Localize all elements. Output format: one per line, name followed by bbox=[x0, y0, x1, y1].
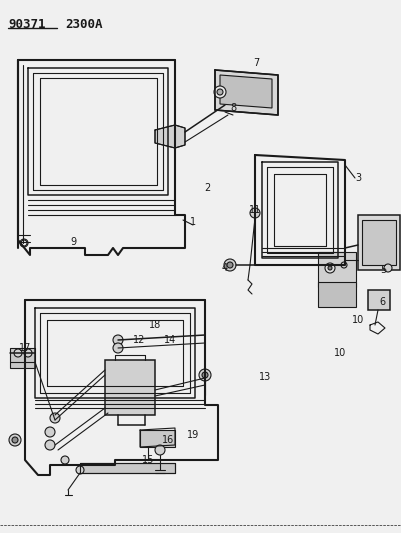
Ellipse shape bbox=[14, 349, 22, 357]
Text: 3: 3 bbox=[354, 173, 360, 183]
Text: 5: 5 bbox=[379, 265, 385, 275]
Text: 8: 8 bbox=[229, 103, 235, 113]
Ellipse shape bbox=[76, 466, 84, 474]
Bar bbox=[357, 215, 399, 270]
Bar bbox=[140, 430, 174, 447]
Text: 11: 11 bbox=[248, 205, 261, 215]
Text: 19: 19 bbox=[186, 430, 198, 440]
Text: 10: 10 bbox=[351, 315, 363, 325]
Polygon shape bbox=[215, 70, 277, 115]
Text: 4: 4 bbox=[221, 263, 227, 273]
Ellipse shape bbox=[213, 86, 225, 98]
Ellipse shape bbox=[327, 266, 331, 270]
Ellipse shape bbox=[324, 263, 334, 273]
Text: 10: 10 bbox=[333, 348, 345, 358]
Ellipse shape bbox=[113, 335, 123, 345]
Ellipse shape bbox=[201, 372, 207, 378]
Ellipse shape bbox=[155, 445, 164, 455]
Ellipse shape bbox=[9, 434, 21, 446]
Ellipse shape bbox=[24, 349, 32, 357]
Bar bbox=[361, 220, 395, 265]
Ellipse shape bbox=[340, 262, 346, 268]
Text: 2300A: 2300A bbox=[65, 18, 102, 31]
Text: 17: 17 bbox=[19, 343, 31, 353]
Bar bbox=[10, 348, 35, 368]
Ellipse shape bbox=[227, 262, 233, 268]
Ellipse shape bbox=[50, 413, 60, 423]
Ellipse shape bbox=[45, 427, 55, 437]
Text: 13: 13 bbox=[258, 372, 270, 382]
Text: 16: 16 bbox=[162, 435, 174, 445]
Text: 15: 15 bbox=[142, 455, 154, 465]
Ellipse shape bbox=[383, 264, 391, 272]
Text: 12: 12 bbox=[132, 335, 145, 345]
Text: 9: 9 bbox=[70, 237, 76, 247]
Text: 1: 1 bbox=[189, 217, 196, 227]
Text: 18: 18 bbox=[148, 320, 161, 330]
Text: 6: 6 bbox=[378, 297, 384, 307]
Polygon shape bbox=[155, 125, 184, 148]
Text: 14: 14 bbox=[164, 335, 176, 345]
Ellipse shape bbox=[21, 240, 27, 246]
Bar bbox=[367, 290, 389, 310]
Ellipse shape bbox=[217, 89, 223, 95]
Ellipse shape bbox=[61, 456, 69, 464]
Ellipse shape bbox=[45, 440, 55, 450]
Ellipse shape bbox=[249, 208, 259, 218]
Text: 7: 7 bbox=[252, 58, 259, 68]
Ellipse shape bbox=[113, 343, 123, 353]
Text: 2: 2 bbox=[203, 183, 210, 193]
Polygon shape bbox=[105, 360, 155, 415]
Bar bbox=[317, 282, 355, 307]
Polygon shape bbox=[219, 75, 271, 108]
Bar bbox=[80, 463, 174, 473]
Ellipse shape bbox=[12, 437, 18, 443]
Ellipse shape bbox=[198, 369, 211, 381]
Ellipse shape bbox=[223, 259, 235, 271]
Bar bbox=[317, 252, 355, 287]
Text: 90371: 90371 bbox=[8, 18, 45, 31]
